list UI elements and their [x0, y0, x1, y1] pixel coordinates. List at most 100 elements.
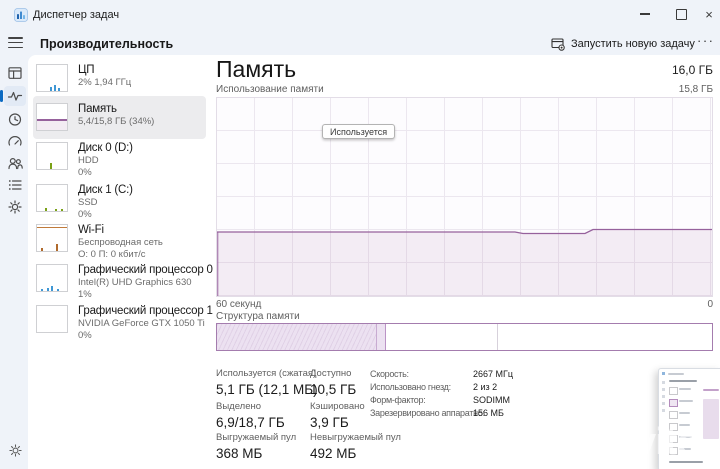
- gpu1-sparkline: [36, 305, 68, 333]
- sidebar-item-disk0[interactable]: Диск 0 (D:) HDD 0%: [33, 139, 206, 181]
- sidebar-item-startup-apps[interactable]: [4, 131, 26, 151]
- minimize-icon: [640, 13, 650, 15]
- sidebar-item-performance[interactable]: [4, 86, 26, 106]
- processes-icon: [8, 67, 22, 79]
- detail-value: 2 из 2: [473, 382, 498, 392]
- gear-icon: [8, 443, 22, 457]
- stat-label: Доступно: [310, 368, 352, 379]
- stat-value: 492 МБ: [310, 446, 357, 461]
- stat-label: Невыгружаемый пул: [310, 432, 401, 443]
- usage-chart-max: 15,8 ГБ: [678, 84, 713, 95]
- minimize-button[interactable]: [630, 2, 660, 26]
- composition-segment-in-use[interactable]: [217, 324, 377, 350]
- stat-value: 6,9/18,7 ГБ: [216, 415, 285, 430]
- memory-page-title: Память: [216, 56, 297, 82]
- stat-label: Выделено: [216, 401, 262, 412]
- memory-composition-label: Структура памяти: [216, 311, 300, 322]
- composition-segment-free[interactable]: [496, 324, 712, 350]
- maximize-icon: [675, 8, 687, 20]
- app-history-icon: [8, 113, 22, 126]
- metric-sub: 0%: [78, 330, 92, 341]
- time-axis-zero: 0: [707, 299, 713, 310]
- sidebar-item-details[interactable]: [4, 175, 26, 195]
- stat-label: Выгружаемый пул: [216, 432, 297, 443]
- usage-chart-label: Использование памяти: [216, 84, 324, 95]
- run-new-task-button[interactable]: Запустить новую задачу: [551, 34, 695, 54]
- disk0-sparkline: [36, 142, 68, 170]
- stat-paged-pool: Выгружаемый пул 368 МБ: [216, 432, 296, 461]
- sidebar-item-cpu[interactable]: ЦП 2% 1,94 ГГц: [33, 61, 206, 94]
- metric-sub: 0%: [78, 167, 92, 178]
- stat-label: Используется (сжатая): [216, 368, 317, 379]
- run-new-task-label: Запустить новую задачу: [571, 38, 695, 50]
- sidebar-item-gpu1[interactable]: Графический процессор 1 NVIDIA GeForce G…: [33, 302, 213, 344]
- metric-title: Графический процессор 0: [78, 264, 213, 276]
- metric-sub: Intel(R) UHD Graphics 630: [78, 277, 192, 288]
- stat-value: 368 МБ: [216, 446, 263, 461]
- details-icon: [8, 180, 22, 190]
- stat-cached: Кэшировано 3,9 ГБ: [310, 401, 365, 430]
- memory-sparkline: [36, 103, 68, 131]
- metric-sub: О: 0 П: 0 кбит/с: [78, 249, 146, 260]
- metric-title: Графический процессор 1: [78, 305, 213, 317]
- metric-sub: HDD: [78, 155, 99, 166]
- maximize-button[interactable]: [666, 2, 696, 26]
- stat-available: Доступно 10,5 ГБ: [310, 368, 356, 397]
- wifi-sparkline: [36, 224, 68, 252]
- sidebar-item-users[interactable]: [4, 153, 26, 173]
- selected-indicator: [0, 90, 3, 102]
- metric-sub: 5,4/15,8 ГБ (34%): [78, 116, 155, 127]
- gpu0-sparkline: [36, 264, 68, 292]
- sidebar-item-wifi[interactable]: Wi-Fi Беспроводная сеть О: 0 П: 0 кбит/с: [33, 221, 206, 263]
- sidebar-item-processes[interactable]: [4, 63, 26, 83]
- sidebar-item-services[interactable]: [4, 197, 26, 217]
- time-axis-label: 60 секунд: [216, 299, 262, 310]
- memory-usage-chart[interactable]: [216, 97, 713, 297]
- memory-usage-area: [217, 228, 712, 296]
- disk1-sparkline: [36, 184, 68, 212]
- sidebar-item-gpu0[interactable]: Графический процессор 0 Intel(R) UHD Gra…: [33, 261, 213, 303]
- composition-segment-standby[interactable]: [385, 324, 497, 350]
- metric-sub: 2% 1,94 ГГц: [78, 77, 132, 88]
- page-title: Производительность: [40, 37, 174, 51]
- composition-segment-modified[interactable]: [376, 324, 386, 350]
- detail-form-factor: Форм-фактор: SODIMM: [370, 395, 510, 405]
- services-icon: [8, 200, 22, 214]
- task-manager-app-icon: [14, 8, 28, 22]
- stat-label: Кэшировано: [310, 401, 365, 412]
- detail-speed: Скорость: 2667 МГц: [370, 369, 513, 379]
- detail-value: 2667 МГц: [473, 369, 514, 379]
- detail-slots-used: Использовано гнезд: 2 из 2: [370, 382, 497, 392]
- memory-total: 16,0 ГБ: [671, 63, 713, 77]
- sidebar-item-memory[interactable]: Память 5,4/15,8 ГБ (34%): [33, 96, 206, 139]
- navigation-menu-button[interactable]: [8, 37, 23, 49]
- metric-title: Диск 0 (D:): [78, 142, 133, 154]
- metric-sub: Беспроводная сеть: [78, 237, 163, 248]
- sidebar-item-disk1[interactable]: Диск 1 (C:) SSD 0%: [33, 181, 206, 223]
- metric-title: Диск 1 (C:): [78, 184, 133, 196]
- metric-sub: SSD: [78, 197, 98, 208]
- close-button[interactable]: ×: [705, 6, 713, 22]
- inset-window-preview: [658, 368, 720, 469]
- users-icon: [8, 157, 23, 170]
- stat-committed: Выделено 6,9/18,7 ГБ: [216, 401, 285, 430]
- more-options-button[interactable]: ···: [697, 33, 715, 48]
- performance-icon: [7, 91, 23, 101]
- metric-title: ЦП: [78, 64, 95, 76]
- settings-button[interactable]: [4, 440, 26, 460]
- stat-value: 5,1 ГБ (12,1 МБ): [216, 382, 318, 397]
- detail-label: Использовано гнезд:: [370, 382, 451, 392]
- detail-value: 156 МБ: [473, 408, 504, 418]
- cpu-sparkline: [36, 64, 68, 92]
- metric-title: Память: [78, 103, 117, 115]
- detail-label: Форм-фактор:: [370, 395, 426, 405]
- run-new-task-icon: [551, 38, 565, 51]
- detail-label: Скорость:: [370, 369, 409, 379]
- title-bar[interactable]: Диспетчер задач ×: [0, 0, 720, 30]
- memory-composition-bar[interactable]: [216, 323, 713, 351]
- stat-value: 3,9 ГБ: [310, 415, 349, 430]
- startup-apps-icon: [8, 136, 22, 146]
- metric-sub: NVIDIA GeForce GTX 1050 Ti: [78, 318, 205, 329]
- sidebar-item-app-history[interactable]: [4, 109, 26, 129]
